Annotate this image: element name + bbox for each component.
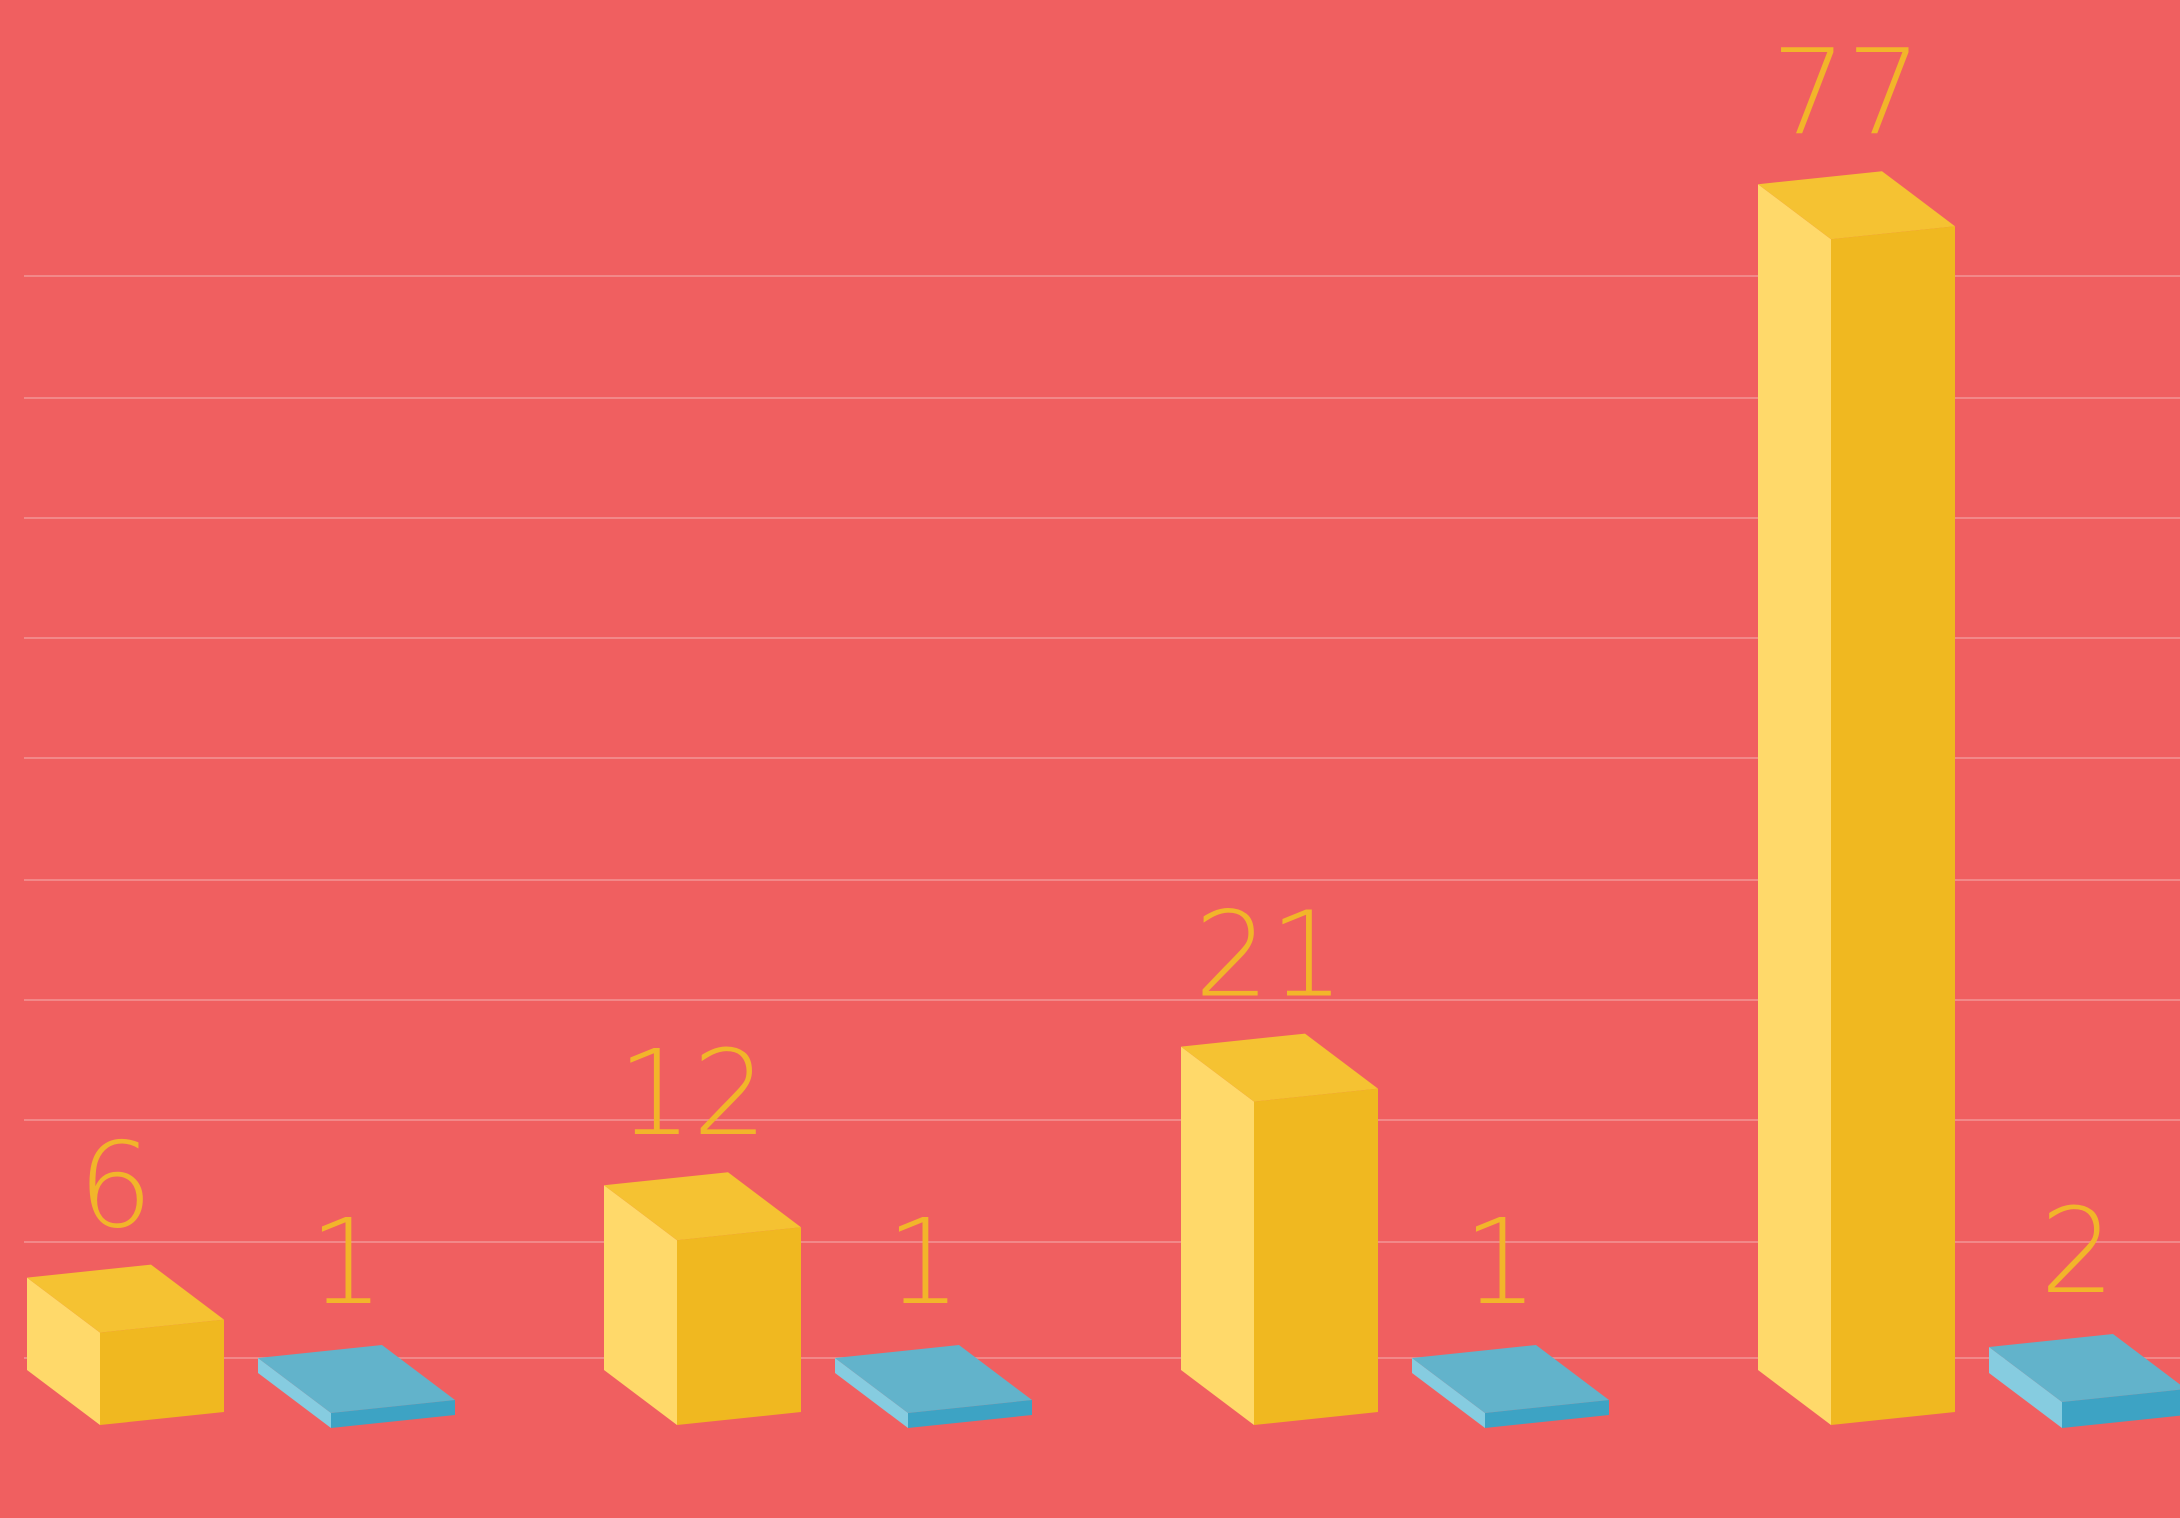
bar-yellow-4-left-face	[1758, 184, 1831, 1426]
bar-blue-1-front-face	[331, 1400, 455, 1428]
bar-yellow-4-front-face	[1831, 226, 1955, 1426]
bar-yellow-4-top-face	[1758, 171, 1955, 240]
bar-blue-1-left-face	[258, 1358, 331, 1428]
value-labels: 6 1 12 1 21 1 77 2	[78, 23, 2115, 1331]
bar-yellow-1-left-face	[27, 1277, 100, 1425]
value-label-blue-2: 1	[886, 1193, 961, 1331]
value-label-blue-4: 2	[2040, 1182, 2115, 1320]
bar-blue-2-front-face	[908, 1400, 1032, 1428]
bar-yellow-3	[1181, 1033, 1378, 1425]
bar-yellow-2-left-face	[604, 1185, 677, 1425]
bar-yellow-1-front-face	[100, 1319, 224, 1425]
bar-yellow-2	[604, 1172, 801, 1425]
bar-yellow-1	[27, 1264, 224, 1425]
bar-yellow-2-front-face	[677, 1227, 801, 1425]
bar-blue-2	[835, 1345, 1032, 1428]
bars	[27, 171, 2180, 1428]
value-label-yellow-2: 12	[617, 1024, 767, 1162]
bar-blue-4	[1989, 1334, 2180, 1428]
bar-blue-3-front-face	[1485, 1400, 1609, 1428]
bar-blue-2-top-face	[835, 1345, 1032, 1413]
value-label-yellow-4: 77	[1771, 23, 1921, 161]
bar-yellow-2-top-face	[604, 1172, 801, 1241]
bar-yellow-3-top-face	[1181, 1033, 1378, 1102]
value-label-blue-1: 1	[309, 1193, 384, 1331]
bar-yellow-3-left-face	[1181, 1046, 1254, 1425]
bar-blue-4-front-face	[2062, 1389, 2180, 1428]
bar-blue-3-left-face	[1412, 1358, 1485, 1428]
bar-blue-3	[1412, 1345, 1609, 1428]
bar-blue-4-left-face	[1989, 1347, 2062, 1428]
bar-blue-4-top-face	[1989, 1334, 2180, 1402]
value-label-blue-3: 1	[1463, 1193, 1538, 1331]
bar-blue-3-top-face	[1412, 1345, 1609, 1413]
value-label-yellow-1: 6	[78, 1117, 153, 1255]
bar-yellow-1-top-face	[27, 1264, 224, 1333]
bar-blue-2-left-face	[835, 1358, 908, 1428]
value-label-yellow-3: 21	[1194, 886, 1344, 1024]
bar-yellow-4	[1758, 171, 1955, 1426]
bar-blue-1-top-face	[258, 1345, 455, 1413]
bar-yellow-3-front-face	[1254, 1088, 1378, 1425]
bar-blue-1	[258, 1345, 455, 1428]
